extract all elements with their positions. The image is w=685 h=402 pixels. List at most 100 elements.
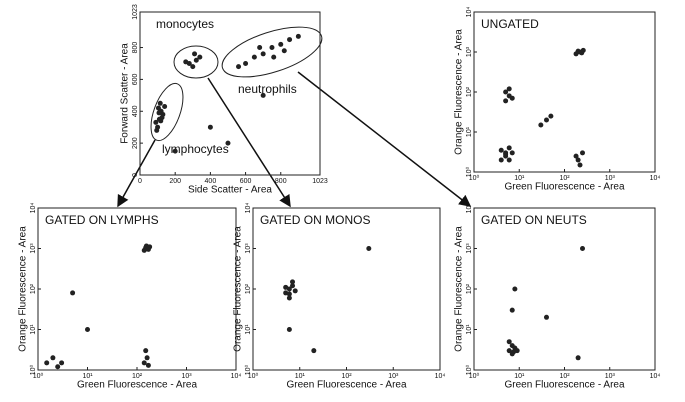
x-tick-label: 10¹: [295, 373, 306, 380]
event-dot: [271, 54, 277, 60]
y-tick-label: 10⁴: [30, 203, 37, 214]
event-dot: [287, 37, 293, 43]
event-dot: [503, 89, 509, 95]
x-tick-label: 10⁴: [435, 373, 446, 380]
event-dot: [260, 92, 266, 98]
arrow: [297, 71, 472, 207]
neut-gate: [221, 26, 323, 78]
event-dot: [509, 307, 515, 313]
arrow: [117, 139, 156, 208]
y-axis-label: Orange Fluorescence - Area: [18, 226, 29, 352]
event-dot: [59, 360, 65, 366]
event-dot: [506, 86, 512, 92]
y-tick-label: 1023: [132, 4, 139, 20]
event-dot: [548, 113, 554, 119]
event-dot: [260, 51, 266, 57]
event-dot: [506, 145, 512, 151]
y-tick-label: 10⁰: [29, 365, 37, 376]
x-axis-label: Green Fluorescence - Area: [286, 380, 406, 391]
y-tick-label: 10²: [30, 283, 37, 294]
x-tick-label: 0: [138, 178, 142, 185]
x-tick-label: 200: [169, 178, 181, 185]
x-tick-label: 10²: [559, 373, 570, 380]
plot-frame: [37, 207, 237, 371]
event-dot: [503, 151, 509, 157]
x-axis-label: Green Fluorescence - Area: [504, 182, 624, 193]
y-tick-label: 200: [132, 137, 139, 149]
y-axis-label: Orange Fluorescence - Area: [454, 29, 465, 155]
event-dot: [543, 117, 549, 123]
x-tick-label: 10⁴: [650, 175, 661, 182]
y-tick-label: 10¹: [466, 324, 473, 335]
x-axis-label: Green Fluorescence - Area: [77, 380, 197, 391]
event-dot: [157, 100, 163, 106]
x-tick-label: 10²: [341, 373, 352, 380]
y-tick-label: 10²: [466, 283, 473, 294]
plot-frame: [139, 11, 321, 176]
x-tick-label: 10²: [132, 373, 143, 380]
lymph-gate: [150, 82, 184, 142]
event-dot: [512, 286, 518, 292]
event-dot: [498, 157, 504, 163]
x-tick-label: 10¹: [82, 373, 93, 380]
y-tick-label: 10³: [466, 243, 473, 254]
event-dot: [155, 105, 161, 111]
event-dot: [160, 111, 166, 117]
event-dot: [269, 45, 275, 51]
event-dot: [55, 364, 61, 370]
gate-label: monocytes: [156, 17, 214, 31]
plot-title: GATED ON MONOS: [260, 213, 370, 227]
event-dot: [283, 284, 289, 290]
event-dot: [154, 127, 160, 133]
x-tick-label: 10⁰: [33, 372, 44, 380]
event-dot: [278, 41, 284, 47]
y-tick-label: 10²: [245, 283, 252, 294]
event-dot: [281, 48, 287, 54]
x-tick-label: 10³: [181, 373, 192, 380]
plot-title: UNGATED: [481, 17, 539, 31]
y-tick-label: 600: [132, 73, 139, 85]
event-dot: [286, 291, 292, 297]
x-tick-label: 10⁰: [248, 372, 259, 380]
y-tick-label: 10⁰: [244, 365, 252, 376]
event-dot: [156, 110, 162, 116]
event-dot: [207, 124, 213, 130]
y-tick-label: 10³: [466, 46, 473, 57]
y-axis-label: Orange Fluorescence - Area: [454, 226, 465, 352]
x-tick-label: 800: [275, 178, 287, 185]
event-dot: [511, 349, 517, 355]
x-tick-label: 10³: [388, 373, 399, 380]
event-dot: [153, 119, 159, 125]
event-dot: [143, 243, 149, 249]
event-dot: [162, 103, 168, 109]
y-tick-label: 10¹: [30, 324, 37, 335]
event-dot: [236, 64, 242, 70]
y-tick-label: 10⁰: [465, 167, 473, 178]
event-dot: [286, 327, 292, 332]
event-dot: [295, 33, 301, 39]
y-tick-label: 10³: [245, 243, 252, 254]
event-dot: [50, 355, 56, 361]
x-tick-label: 10⁴: [231, 373, 242, 380]
event-dot: [543, 314, 549, 320]
x-tick-label: 10³: [605, 175, 616, 182]
event-dot: [538, 122, 544, 128]
event-dot: [144, 355, 150, 361]
event-dot: [575, 355, 581, 361]
event-dot: [286, 295, 292, 301]
x-tick-label: 10⁴: [650, 373, 661, 380]
event-dot: [190, 64, 196, 70]
event-dot: [158, 118, 164, 124]
event-dot: [506, 157, 512, 163]
mono-gate: [173, 45, 219, 79]
y-tick-label: 10²: [466, 86, 473, 97]
event-dot: [251, 54, 257, 60]
event-dot: [580, 150, 586, 156]
event-dot: [506, 339, 512, 345]
y-axis-label: Orange Fluorescence - Area: [233, 226, 244, 352]
event-dot: [575, 157, 581, 163]
x-tick-label: 1023: [312, 178, 328, 185]
y-tick-label: 0: [132, 173, 139, 177]
event-dot: [506, 348, 512, 354]
